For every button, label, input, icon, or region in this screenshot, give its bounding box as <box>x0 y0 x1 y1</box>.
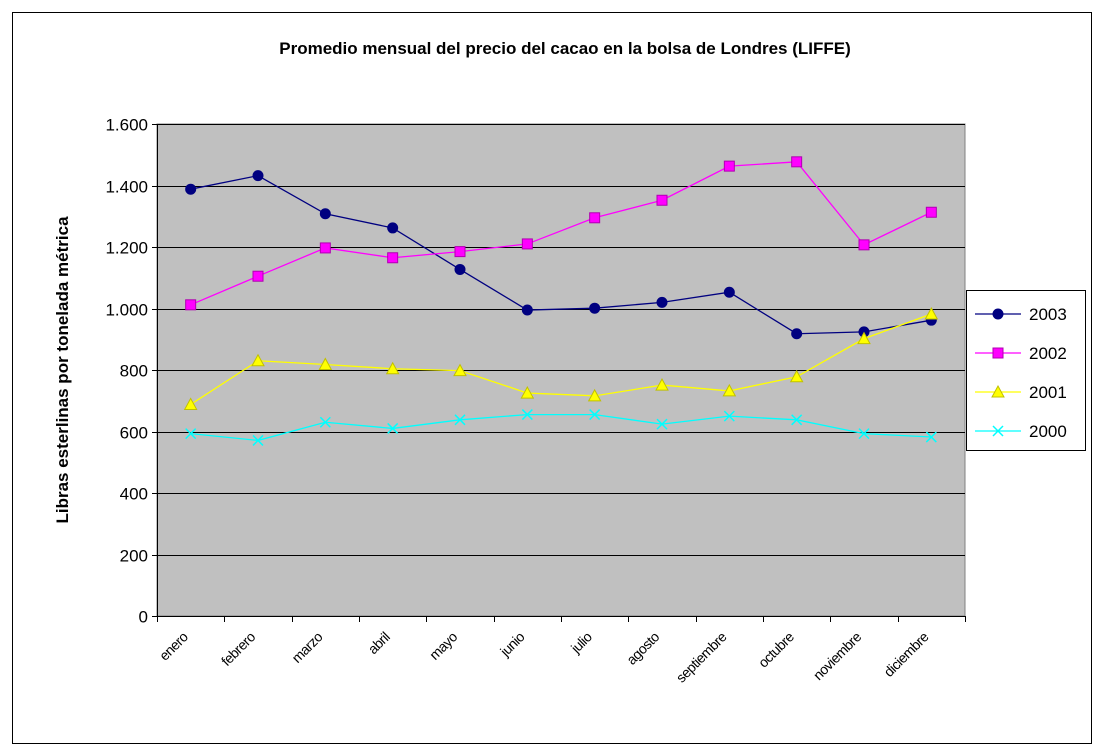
legend-marker <box>991 384 1005 398</box>
y-tick-label: 1.200 <box>105 239 148 258</box>
marker <box>655 378 669 391</box>
marker <box>252 170 264 182</box>
marker <box>183 397 198 410</box>
marker <box>252 434 264 446</box>
marker <box>924 306 939 320</box>
marker <box>319 208 331 220</box>
marker <box>520 386 535 399</box>
y-tick-label: 200 <box>120 547 148 566</box>
legend-label: 2002 <box>1029 344 1067 363</box>
marker <box>857 331 871 345</box>
y-tick-label: 1.600 <box>105 116 148 135</box>
marker <box>723 410 735 422</box>
marker <box>387 422 399 434</box>
y-tick-label: 1.000 <box>105 301 148 320</box>
marker <box>251 353 265 367</box>
marker <box>385 361 400 375</box>
marker <box>319 416 331 428</box>
legend-label: 2000 <box>1029 422 1067 441</box>
marker <box>589 409 601 421</box>
marker <box>185 183 197 195</box>
marker <box>387 222 399 234</box>
marker <box>185 428 197 440</box>
marker <box>587 388 602 402</box>
marker <box>454 246 466 258</box>
marker <box>858 428 870 440</box>
series-line <box>190 413 932 442</box>
legend-box <box>966 290 1086 451</box>
marker <box>387 252 399 264</box>
legend-marker <box>992 347 1004 359</box>
legend-marker <box>992 308 1004 320</box>
y-axis-label: Libras esterlinas por tonelada métrica <box>53 216 72 524</box>
marker <box>521 238 533 250</box>
marker <box>723 286 735 298</box>
chart-title: Promedio mensual del precio del cacao en… <box>279 39 851 58</box>
marker <box>589 212 601 224</box>
marker <box>454 263 466 275</box>
marker <box>656 296 668 308</box>
marker <box>925 206 937 218</box>
marker <box>318 357 333 370</box>
y-tick-label: 0 <box>139 608 148 627</box>
marker <box>252 270 264 282</box>
marker <box>723 160 735 172</box>
marker <box>185 299 197 311</box>
marker <box>453 363 467 377</box>
series-line <box>190 174 932 335</box>
marker <box>722 383 737 397</box>
marker <box>454 414 466 426</box>
marker <box>858 239 870 251</box>
marker <box>656 194 668 206</box>
marker <box>589 302 601 314</box>
marker <box>789 369 804 383</box>
legend-label: 2003 <box>1029 305 1067 324</box>
marker <box>656 418 668 430</box>
series-line <box>190 161 932 306</box>
marker <box>319 242 331 254</box>
marker <box>791 328 803 340</box>
y-tick-label: 400 <box>120 485 148 504</box>
marker <box>521 304 533 316</box>
series-line <box>190 313 932 405</box>
legend-marker <box>992 425 1004 437</box>
marker <box>521 409 533 421</box>
y-tick-label: 800 <box>120 362 148 381</box>
marker <box>791 414 803 426</box>
y-tick-label: 600 <box>120 424 148 443</box>
legend-label: 2001 <box>1029 383 1067 402</box>
marker <box>925 431 937 443</box>
marker <box>791 156 803 168</box>
y-tick-label: 1.400 <box>105 178 148 197</box>
